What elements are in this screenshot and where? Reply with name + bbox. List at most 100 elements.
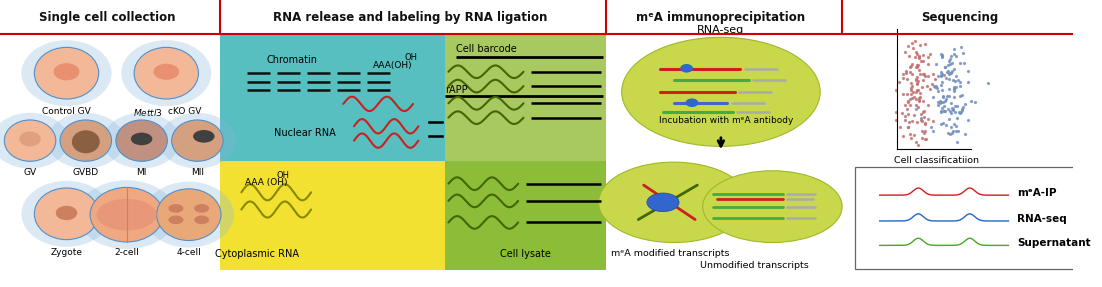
Point: [903, 136, 920, 140]
Text: Cell barcode: Cell barcode: [456, 44, 517, 54]
Point: [957, 132, 974, 136]
Point: [908, 65, 926, 69]
Point: [916, 42, 933, 46]
Point: [947, 85, 964, 90]
Point: [919, 102, 937, 107]
Point: [925, 72, 942, 76]
Point: [894, 134, 911, 139]
Point: [899, 43, 917, 48]
Point: [906, 55, 923, 59]
Bar: [445, 34, 606, 161]
Ellipse shape: [159, 113, 236, 168]
Point: [904, 119, 921, 124]
Point: [916, 122, 933, 127]
Ellipse shape: [90, 187, 163, 242]
Point: [960, 69, 977, 73]
Text: RNA-seq: RNA-seq: [698, 25, 745, 35]
Ellipse shape: [194, 216, 209, 224]
Text: OH: OH: [404, 53, 418, 62]
Text: $\it{Mettl3}$: $\it{Mettl3}$: [133, 107, 163, 118]
Point: [906, 133, 923, 137]
Point: [959, 79, 976, 84]
Point: [922, 125, 940, 129]
Point: [898, 76, 916, 81]
Point: [932, 79, 950, 84]
Point: [908, 62, 926, 67]
Point: [909, 104, 927, 109]
Point: [925, 119, 942, 124]
Point: [910, 54, 928, 59]
Point: [937, 76, 954, 81]
Point: [912, 112, 930, 117]
Point: [940, 71, 958, 76]
Point: [910, 55, 928, 60]
Point: [957, 101, 974, 106]
Point: [944, 84, 962, 89]
Text: Cytoplasmic RNA: Cytoplasmic RNA: [216, 249, 300, 259]
Point: [915, 59, 932, 64]
Text: Control GV: Control GV: [42, 107, 90, 116]
Point: [947, 123, 964, 128]
Point: [946, 86, 963, 91]
Point: [914, 53, 931, 57]
Point: [932, 100, 950, 104]
Point: [916, 121, 933, 125]
Point: [909, 143, 927, 148]
Point: [939, 62, 957, 67]
Ellipse shape: [4, 120, 56, 161]
Point: [932, 87, 950, 92]
Point: [911, 42, 929, 47]
Point: [933, 72, 951, 76]
Point: [892, 125, 909, 130]
Text: Zygote: Zygote: [51, 248, 83, 257]
Point: [936, 73, 953, 77]
FancyBboxPatch shape: [855, 167, 1076, 269]
Point: [917, 74, 934, 78]
Point: [896, 49, 914, 54]
Ellipse shape: [61, 120, 111, 161]
Point: [940, 77, 958, 81]
Ellipse shape: [169, 204, 183, 213]
Point: [953, 92, 971, 97]
Point: [907, 77, 925, 82]
Point: [948, 54, 965, 59]
Point: [903, 83, 920, 88]
Ellipse shape: [143, 182, 234, 248]
Point: [903, 85, 920, 90]
Point: [915, 109, 932, 114]
Bar: [220, 34, 606, 184]
Point: [934, 95, 952, 100]
Text: mᵉA immunoprecipitation: mᵉA immunoprecipitation: [636, 11, 806, 24]
Point: [906, 95, 923, 99]
Point: [926, 77, 943, 82]
Point: [908, 106, 926, 111]
Point: [948, 139, 965, 144]
Text: rAPP: rAPP: [445, 86, 468, 95]
Point: [938, 123, 955, 127]
Point: [894, 75, 911, 80]
Ellipse shape: [703, 171, 842, 243]
Point: [979, 81, 996, 85]
Point: [903, 72, 920, 77]
Point: [952, 45, 970, 50]
Text: RNA-seq: RNA-seq: [1017, 214, 1067, 224]
Point: [903, 88, 920, 92]
Point: [946, 95, 963, 99]
Point: [925, 129, 942, 134]
Text: 4-cell: 4-cell: [176, 248, 202, 257]
Point: [950, 110, 968, 115]
Point: [909, 88, 927, 92]
Point: [939, 131, 957, 135]
Ellipse shape: [134, 47, 198, 99]
Point: [933, 120, 951, 125]
Point: [897, 71, 915, 75]
Point: [910, 98, 928, 103]
Text: RNA release and labeling by RNA ligation: RNA release and labeling by RNA ligation: [272, 11, 547, 24]
Point: [900, 103, 918, 108]
Point: [940, 117, 958, 122]
Point: [944, 47, 962, 51]
Ellipse shape: [169, 216, 183, 224]
Ellipse shape: [121, 40, 212, 106]
Bar: [220, 161, 445, 270]
Point: [921, 87, 939, 92]
